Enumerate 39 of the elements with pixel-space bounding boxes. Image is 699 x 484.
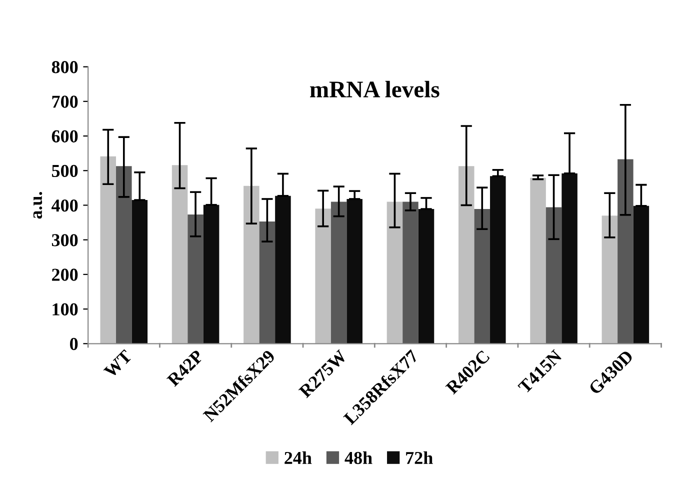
bar [386,202,403,344]
bar [562,173,578,344]
bar [418,209,434,344]
y-tick-label: 0 [70,338,78,350]
bar [172,165,188,344]
bar [546,207,562,344]
bar [275,196,291,344]
bar [490,176,506,344]
y-tick-label: 300 [52,234,78,246]
bar [244,186,260,344]
chart-title: mRNA levels [310,80,440,98]
y-tick-label: 600 [52,130,78,142]
x-tick-label: WT [103,349,133,379]
y-tick-label: 800 [52,61,78,74]
bar [203,204,220,344]
bar [458,166,474,344]
bar [346,198,362,344]
bar [100,156,116,344]
bar [402,202,418,344]
bar [618,159,634,344]
bar [330,202,347,344]
legend-label: 72h [406,451,433,464]
bar [530,178,546,344]
y-tick-label: 400 [52,199,78,212]
bar [474,209,490,344]
y-tick-label: 700 [52,96,78,108]
bar [116,166,132,344]
bar [633,206,650,344]
y-axis-title: a.u. [33,192,42,219]
y-tick-label: 500 [52,164,78,178]
bar [315,208,331,344]
legend-label: 24h [284,451,312,464]
bar [259,221,276,344]
bar [602,216,618,344]
legend-label: 48h [344,451,372,464]
y-tick-label: 100 [52,303,78,316]
bar [132,200,148,344]
y-tick-label: 200 [52,268,78,281]
bar [188,214,204,344]
